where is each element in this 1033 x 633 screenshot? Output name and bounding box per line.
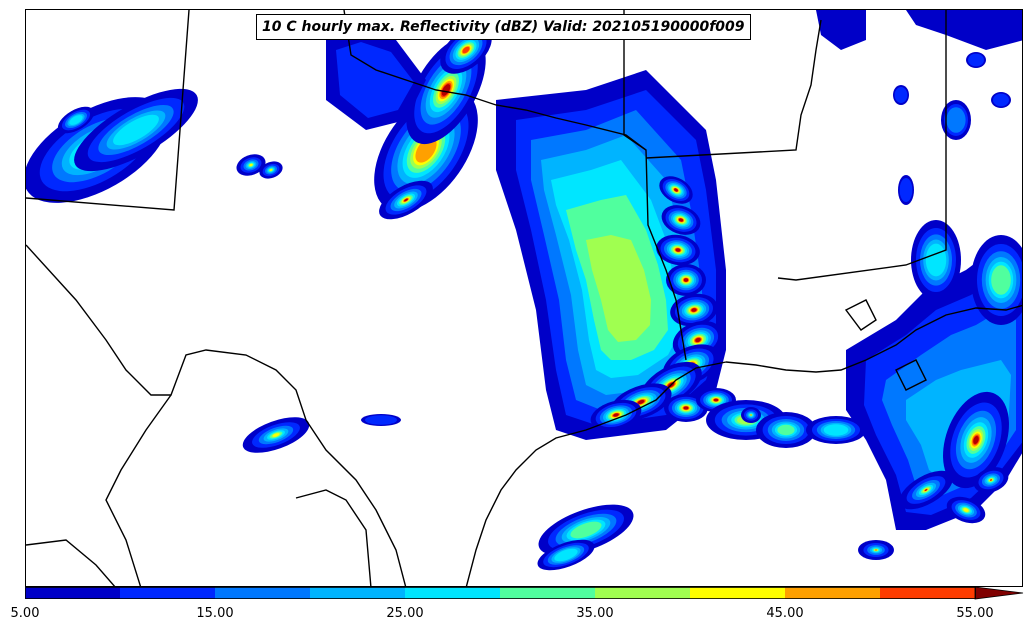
map-border-line	[105, 394, 172, 586]
reflectivity-cell	[898, 175, 914, 205]
reflectivity-cell	[973, 467, 1009, 493]
reflectivity-cell	[259, 161, 283, 179]
reflectivity-cell	[661, 205, 701, 235]
colorbar-swatch	[215, 587, 311, 599]
colorbar-outline	[25, 587, 976, 599]
reflectivity-cell	[379, 180, 433, 220]
map-border-line	[465, 361, 727, 586]
reflectivity-cell	[590, 399, 642, 431]
reflectivity-cell	[806, 416, 866, 444]
reflectivity-region	[336, 42, 414, 118]
colorbar-tick-label: 5.00	[10, 606, 40, 621]
reflectivity-cell	[899, 470, 953, 510]
colorbar-tick-label: 35.00	[576, 606, 614, 621]
map-border-line	[777, 10, 947, 281]
reflectivity-cell	[911, 220, 961, 300]
colorbar-swatch	[785, 587, 881, 599]
colorbar-swatch	[880, 587, 976, 599]
colorbar-swatch	[310, 587, 406, 599]
map-borders	[26, 10, 1022, 586]
reflectivity-region	[816, 10, 866, 50]
reflectivity-cell	[946, 496, 986, 524]
reflectivity-cell	[538, 504, 634, 556]
reflectivity-cell	[659, 176, 693, 204]
colorbar	[25, 587, 1024, 600]
map-border-line	[725, 304, 1022, 373]
reflectivity-cell	[242, 417, 310, 453]
map-border-line	[295, 489, 372, 586]
reflectivity-cell	[666, 264, 706, 296]
reflectivity-cell	[966, 52, 986, 68]
colorbar-swatch	[25, 587, 121, 599]
colorbar-tick-label: 15.00	[196, 606, 234, 621]
colorbar-swatch	[500, 587, 596, 599]
reflectivity-cell	[537, 539, 595, 571]
reflectivity-cell	[971, 235, 1022, 325]
reflectivity-region	[906, 10, 1022, 50]
colorbar-swatch	[595, 587, 691, 599]
map-border-line	[26, 539, 116, 586]
reflectivity-region	[586, 235, 651, 342]
reflectivity-cell	[670, 293, 718, 327]
reflectivity-cell	[361, 414, 401, 426]
map-border-line	[623, 10, 687, 361]
colorbar-swatch	[405, 587, 501, 599]
map-border-line	[895, 359, 927, 391]
map-border-line	[26, 244, 407, 586]
reflectivity-cell	[57, 106, 95, 134]
reflectivity-contours	[26, 10, 1022, 571]
reflectivity-cell	[943, 391, 1009, 489]
reflectivity-cell	[74, 88, 198, 172]
reflectivity-cell	[941, 100, 971, 140]
reflectivity-cell	[656, 234, 700, 266]
colorbar-swatch	[690, 587, 786, 599]
colorbar-tick-label: 55.00	[956, 606, 994, 621]
colorbar-tick-label: 45.00	[766, 606, 804, 621]
colorbar-swatch	[120, 587, 216, 599]
reflectivity-cell	[858, 540, 894, 560]
map-title: 10 C hourly max. Reflectivity (dBZ) Vali…	[256, 14, 751, 40]
colorbar-tick-label: 25.00	[386, 606, 424, 621]
map-border-line	[343, 10, 647, 151]
reflectivity-cell	[236, 154, 266, 176]
reflectivity-cell	[991, 92, 1011, 108]
reflectivity-cell	[741, 407, 761, 423]
map-frame	[25, 9, 1023, 587]
map-border-line	[844, 299, 877, 331]
reflectivity-cell	[756, 412, 816, 448]
map-border-line	[26, 10, 190, 211]
map-border-line	[645, 19, 822, 159]
reflectivity-cell	[893, 85, 909, 105]
colorbar-extend-arrow	[974, 587, 1024, 600]
reflectivity-map	[26, 10, 1022, 586]
